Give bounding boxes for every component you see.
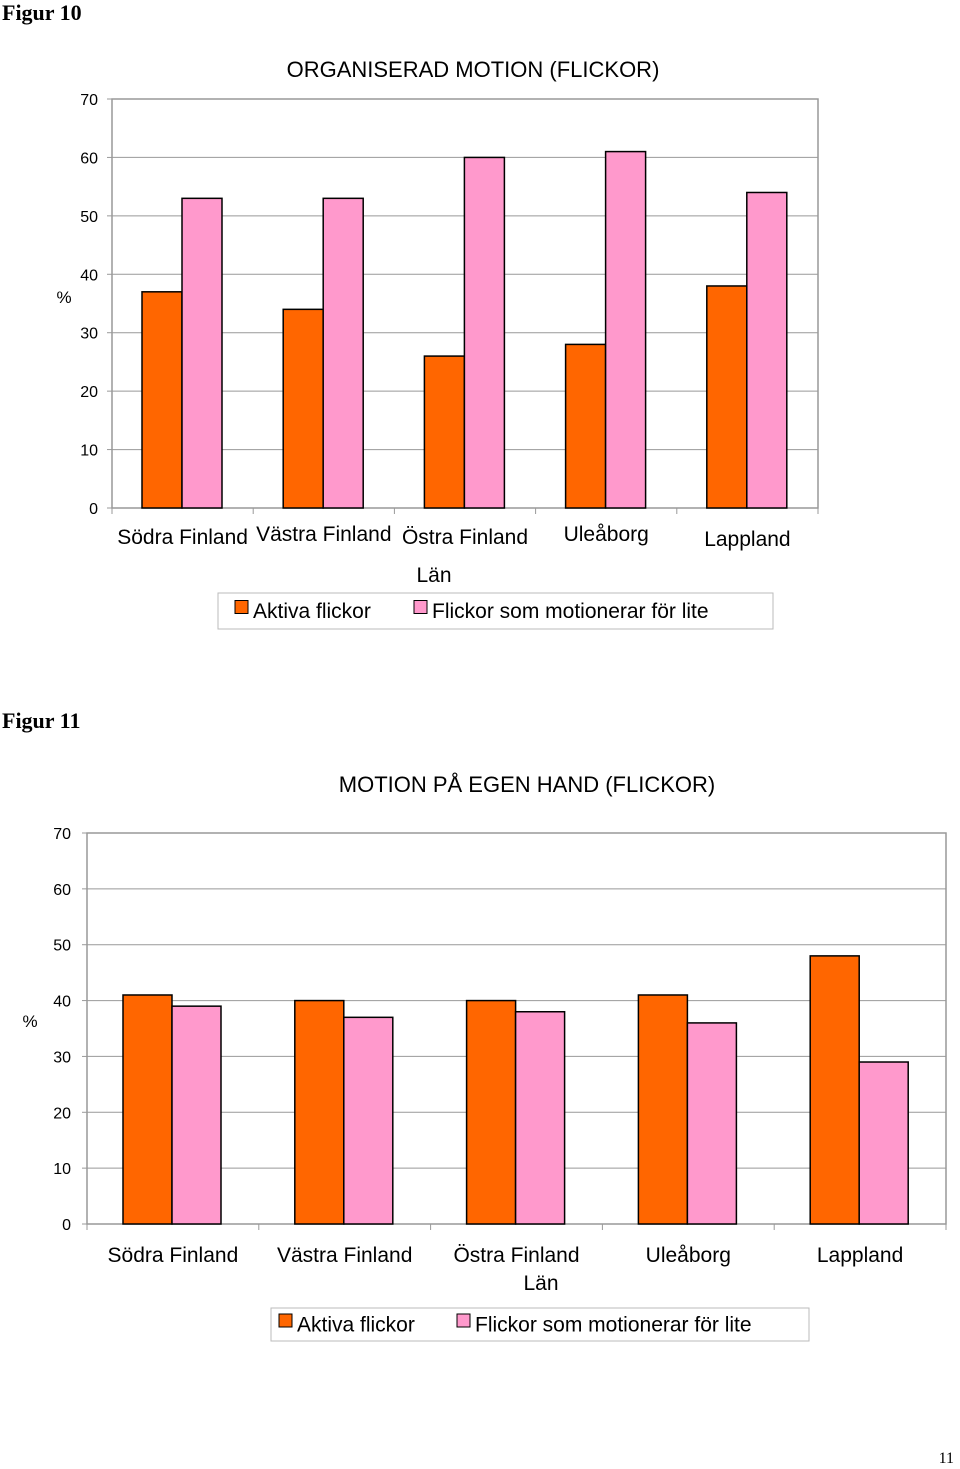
legend-swatch: [456, 1313, 471, 1328]
chart-motion-pa-egen-hand: MOTION PÅ EGEN HAND (FLICKOR) 0 10 20 30 40 50…: [22, 772, 947, 1342]
bar-aktiva-0: [122, 994, 173, 1225]
y-tick-label: 20: [53, 1105, 71, 1122]
chart-title: MOTION PÅ EGEN HAND (FLICKOR): [339, 772, 715, 797]
y-axis-label: %: [56, 288, 71, 307]
legend-label: Aktiva flickor: [297, 1314, 415, 1337]
x-axis-label: Län: [416, 564, 451, 587]
bar-motionerar-for-lite-2: [463, 156, 506, 509]
bar-aktiva-4: [706, 285, 748, 509]
legend-swatch: [413, 600, 428, 614]
x-category-label: Uleåborg: [564, 523, 649, 546]
bar-motionerar-for-lite-4: [858, 1061, 909, 1225]
x-category-label: Västra Finland: [277, 1244, 412, 1267]
bar-aktiva-1: [294, 999, 345, 1225]
bar-motionerar-for-lite-0: [181, 197, 223, 509]
page-number: 11: [938, 1450, 954, 1467]
figure-10-label: Figur 10: [2, 0, 82, 25]
x-category-label: Östra Finland: [402, 526, 528, 549]
legend-label: Aktiva flickor: [253, 600, 371, 623]
legend-box: [270, 1307, 810, 1342]
chart-organiserad-motion: ORGANISERAD MOTION (FLICKOR) 0 10 20 30 40 50 6…: [56, 57, 819, 630]
y-tick-label: 20: [80, 384, 98, 401]
bar-aktiva-3: [637, 994, 689, 1225]
x-category-label: Uleåborg: [646, 1244, 731, 1267]
y-tick-label: 50: [53, 938, 71, 955]
legend-label: Flickor som motionerar för lite: [475, 1314, 752, 1337]
bar-motionerar-for-lite-4: [746, 191, 788, 509]
y-tick-label: 50: [80, 209, 98, 226]
bar-aktiva-1: [282, 308, 324, 509]
x-axis-label: Län: [523, 1272, 558, 1295]
bar-aktiva-3: [564, 343, 607, 509]
x-category-label: Västra Finland: [256, 523, 391, 546]
y-tick-label: 60: [53, 882, 71, 899]
legend-box: [217, 592, 774, 630]
x-category-label: Södra Finland: [117, 526, 248, 549]
bar-aktiva-0: [141, 291, 183, 509]
y-tick-label: 10: [53, 1161, 71, 1178]
x-category-label: Östra Finland: [453, 1244, 579, 1267]
y-axis-label: %: [22, 1012, 37, 1031]
bar-motionerar-for-lite-3: [686, 1022, 738, 1225]
legend-swatch: [278, 1313, 293, 1328]
bar-aktiva-2: [465, 999, 517, 1225]
bar-motionerar-for-lite-2: [514, 1010, 566, 1225]
y-tick-label: 70: [53, 826, 71, 843]
y-tick-label: 0: [89, 501, 98, 518]
bar-aktiva-4: [809, 955, 860, 1225]
y-tick-label: 40: [80, 267, 98, 284]
x-category-label: Lappland: [817, 1244, 903, 1267]
chart-title: ORGANISERAD MOTION (FLICKOR): [287, 57, 660, 82]
bar-motionerar-for-lite-0: [171, 1005, 222, 1225]
bar-motionerar-for-lite-1: [322, 197, 364, 509]
bar-motionerar-for-lite-3: [604, 150, 647, 509]
y-tick-label: 60: [80, 150, 98, 167]
y-tick-label: 30: [80, 326, 98, 343]
bar-motionerar-for-lite-1: [343, 1016, 394, 1225]
x-category-label: Södra Finland: [108, 1244, 239, 1267]
y-tick-label: 10: [80, 443, 98, 460]
y-tick-label: 70: [80, 92, 98, 109]
y-tick-label: 0: [62, 1217, 71, 1234]
bar-aktiva-2: [423, 355, 466, 509]
legend-label: Flickor som motionerar för lite: [432, 600, 709, 623]
y-tick-label: 40: [53, 994, 71, 1011]
legend-swatch: [234, 600, 249, 614]
x-category-label: Lappland: [704, 528, 790, 551]
figure-11-label: Figur 11: [2, 708, 81, 733]
y-tick-label: 30: [53, 1049, 71, 1066]
